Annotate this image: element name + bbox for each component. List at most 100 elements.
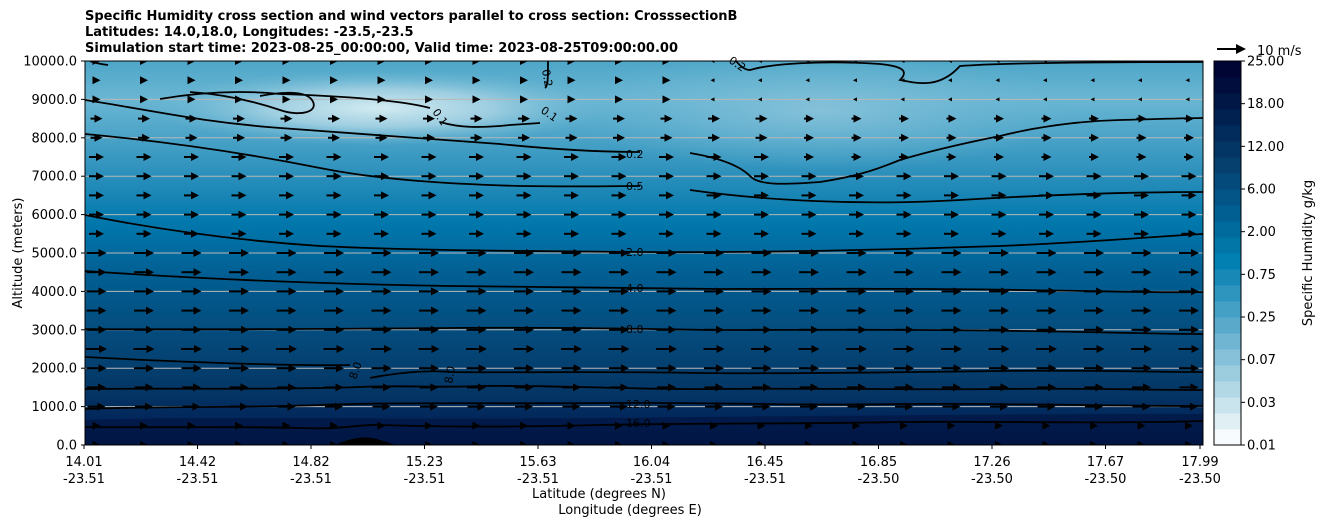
wind-arrow — [1132, 402, 1151, 411]
wind-arrowhead — [948, 78, 952, 83]
wind-arrowhead — [477, 402, 486, 411]
wind-arrow — [516, 191, 532, 200]
wind-arrowhead — [1096, 249, 1104, 257]
wind-arrowhead — [761, 191, 769, 200]
wind-arrow — [326, 172, 342, 181]
wind-arrowhead — [140, 61, 148, 65]
wind-arrowhead — [1188, 172, 1197, 181]
wind-arrow — [229, 364, 249, 373]
wind-arrowhead — [761, 210, 769, 219]
wind-arrowhead — [713, 172, 722, 181]
wind-arrow — [656, 287, 677, 296]
wind-arrowhead — [806, 114, 814, 123]
wind-arrow — [900, 97, 905, 102]
contour-label: 0.2 — [626, 148, 644, 161]
wind-arrow — [562, 402, 581, 411]
wind-arrow — [421, 153, 437, 161]
wind-arrow — [900, 441, 908, 445]
wind-arrow — [469, 153, 484, 161]
y-tick-label: 9000.0 — [32, 93, 78, 108]
wind-arrow — [706, 172, 722, 181]
wind-arrowhead — [953, 364, 962, 373]
wind-arrowhead — [187, 95, 196, 104]
wind-arrowhead — [571, 210, 579, 219]
wind-arrow — [235, 61, 243, 65]
wind-arrowhead — [98, 287, 107, 296]
wind-arrowhead — [520, 61, 528, 65]
wind-arrow — [516, 229, 532, 238]
wind-arrowhead — [716, 249, 724, 257]
wind-arrowhead — [806, 133, 814, 142]
wind-arrow — [324, 383, 344, 392]
wind-arrow — [138, 114, 150, 123]
wind-arrow — [615, 61, 623, 65]
wind-arrowhead — [191, 172, 199, 181]
wind-arrowhead — [1143, 268, 1152, 277]
wind-arrowhead — [906, 345, 915, 353]
wind-arrow — [282, 61, 291, 65]
wind-arrow — [324, 249, 344, 257]
contour-label: 0.2 — [539, 68, 555, 87]
colorbar-swatch — [1214, 349, 1241, 366]
x-tick-label-lon: -23.51 — [517, 472, 559, 487]
wind-arrowhead — [1043, 114, 1052, 123]
wind-arrowhead — [235, 421, 243, 430]
wind-arrowhead — [476, 229, 484, 238]
title-line-3: Simulation start time: 2023-08-25_00:00:… — [85, 41, 678, 56]
wind-arrowhead — [381, 153, 389, 161]
colorbar-swatch — [1214, 413, 1241, 430]
wind-arrow — [233, 114, 245, 123]
wind-arrow — [229, 325, 249, 334]
wind-arrowhead — [520, 441, 528, 445]
wind-arrow — [1036, 249, 1057, 257]
wind-arrow — [134, 364, 154, 373]
wind-arrowhead — [187, 76, 196, 85]
wind-arrowhead — [906, 325, 914, 334]
wind-arrowhead — [97, 402, 106, 411]
wind-arrow — [472, 421, 481, 430]
wind-arrow — [704, 268, 724, 277]
wind-arrowhead — [526, 325, 534, 334]
wind-arrowhead — [526, 287, 534, 296]
wind-arrow — [1181, 229, 1197, 238]
wind-arrowhead — [953, 268, 962, 277]
wind-arrow — [1179, 383, 1199, 392]
wind-arrowhead — [526, 249, 534, 257]
wind-arrow — [899, 114, 909, 123]
wind-arrow — [187, 441, 196, 445]
wind-arrowhead — [379, 114, 388, 123]
wind-arrow — [469, 229, 484, 238]
wind-arrowhead — [478, 383, 486, 392]
wind-arrowhead — [811, 287, 819, 296]
wind-arrowhead — [330, 95, 338, 104]
wind-arrowhead — [286, 191, 294, 200]
wind-arrowhead — [333, 172, 342, 181]
wind-arrow — [181, 268, 202, 277]
wind-arrow — [324, 268, 344, 277]
colorbar-frame — [1213, 60, 1242, 446]
wind-arrow — [799, 383, 819, 392]
wind-arrow — [1041, 153, 1052, 161]
wind-arrow — [1041, 114, 1052, 123]
wind-arrowhead — [668, 383, 676, 392]
wind-arrow — [849, 172, 864, 181]
wind-arrow — [140, 95, 148, 104]
wind-arrowhead — [476, 172, 484, 181]
wind-arrow — [90, 114, 103, 123]
wind-arrow — [846, 345, 867, 353]
wind-arrowhead — [713, 191, 722, 200]
wind-arrowhead — [1186, 114, 1194, 123]
wind-arrow — [804, 133, 814, 142]
wind-arrowhead — [903, 191, 912, 200]
wind-arrowhead — [287, 402, 296, 411]
wind-arrowhead — [428, 153, 437, 161]
wind-arrowhead — [479, 345, 487, 353]
wind-arrow — [229, 249, 249, 257]
wind-arrowhead — [431, 364, 439, 373]
wind-arrowhead — [1043, 97, 1047, 102]
wind-arrow — [615, 441, 623, 445]
wind-arrow — [899, 153, 909, 161]
wind-arrow — [710, 97, 715, 102]
wind-arrowhead — [383, 325, 392, 334]
wind-arrow — [187, 76, 196, 85]
